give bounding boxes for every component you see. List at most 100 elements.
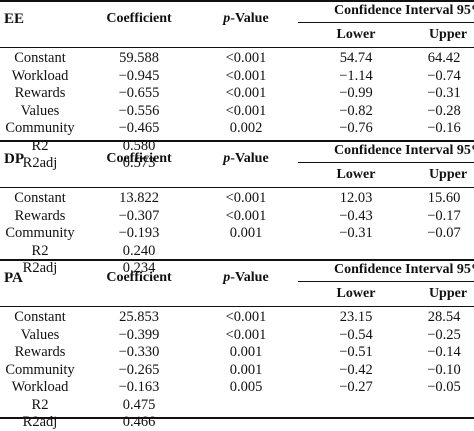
- row-ci-upper: −0.16: [427, 120, 461, 136]
- upper-header: Upper: [428, 167, 468, 182]
- ci-subrule: [298, 22, 474, 23]
- row-ci-lower: −0.99: [339, 85, 373, 101]
- row-name: Community: [5, 361, 75, 378]
- row-ci-upper: −0.31: [427, 85, 461, 101]
- row-name: Community: [5, 120, 75, 136]
- row-name: Workload: [11, 67, 69, 84]
- row-name: Values: [20, 102, 60, 119]
- confidence-interval-header: Confidence Interval 95%: [334, 143, 474, 158]
- lower-header: Lower: [336, 286, 376, 301]
- row-p-value: <0.001: [225, 207, 267, 224]
- row-name: R2adj: [22, 155, 58, 171]
- row-ci-lower: 54.74: [339, 50, 373, 66]
- row-ci-lower: −0.27: [339, 379, 373, 395]
- row-ci-upper: −0.17: [427, 207, 461, 224]
- confidence-interval-header: Confidence Interval 95%: [334, 3, 474, 18]
- row-p-value: 0.001: [229, 344, 263, 360]
- row-ci-upper: −0.28: [427, 102, 461, 119]
- section-top-rule: [0, 0, 474, 2]
- row-ci-upper: −0.05: [427, 379, 461, 395]
- row-p-value: 0.001: [229, 361, 263, 378]
- p-italic: p: [223, 11, 231, 26]
- row-ci-lower: −0.43: [339, 207, 373, 224]
- row-name: Constant: [14, 309, 66, 325]
- coefficient-header: Coefficient: [106, 11, 172, 26]
- section-label: EE: [4, 11, 25, 27]
- p-italic: p: [223, 151, 231, 166]
- row-p-value: 0.005: [229, 379, 263, 395]
- row-ci-upper: −0.10: [427, 361, 461, 378]
- row-coefficient: −0.465: [118, 120, 160, 136]
- row-coefficient: −0.330: [118, 344, 160, 360]
- row-p-value: 0.001: [229, 225, 263, 241]
- row-coefficient: 0.240: [122, 242, 156, 259]
- row-ci-lower: 23.15: [339, 309, 373, 325]
- row-p-value: <0.001: [225, 190, 267, 206]
- row-p-value: <0.001: [225, 102, 267, 119]
- row-name: R2: [31, 242, 49, 259]
- row-name: Values: [20, 326, 60, 343]
- row-ci-lower: −0.54: [339, 326, 373, 343]
- row-name: R2adj: [22, 260, 58, 276]
- header-bottom-rule: [0, 47, 474, 48]
- row-ci-upper: 28.54: [427, 309, 461, 325]
- section-top-rule: [0, 259, 474, 261]
- p-value-suffix: -Value: [230, 11, 269, 26]
- header-bottom-rule: [0, 187, 474, 188]
- coefficient-header: Coefficient: [106, 151, 172, 166]
- row-coefficient: −0.193: [118, 225, 160, 241]
- row-coefficient: 0.475: [122, 396, 156, 413]
- row-ci-lower: −0.42: [339, 361, 373, 378]
- section-top-rule: [0, 140, 474, 142]
- upper-header: Upper: [428, 27, 468, 42]
- p-value-header: p-Value: [223, 269, 268, 287]
- row-ci-upper: 15.60: [427, 190, 461, 206]
- row-ci-upper: −0.14: [427, 344, 461, 360]
- row-ci-upper: 64.42: [427, 50, 461, 66]
- row-name: R2adj: [22, 414, 58, 430]
- row-name: Constant: [14, 190, 66, 206]
- row-p-value: <0.001: [225, 309, 267, 325]
- row-p-value: <0.001: [225, 326, 267, 343]
- row-ci-lower: −0.76: [339, 120, 373, 136]
- p-value-header: p-Value: [223, 150, 268, 168]
- row-ci-lower: −0.31: [339, 225, 373, 241]
- upper-header: Upper: [428, 286, 468, 301]
- row-coefficient: −0.655: [118, 85, 160, 101]
- p-value-suffix: -Value: [230, 270, 269, 285]
- row-name: Rewards: [14, 85, 66, 101]
- row-coefficient: 13.822: [119, 190, 159, 206]
- ci-subrule: [298, 281, 474, 282]
- row-coefficient: −0.945: [118, 67, 160, 84]
- row-ci-upper: −0.74: [427, 67, 461, 84]
- row-coefficient: 0.234: [122, 260, 156, 276]
- coefficient-header: Coefficient: [106, 270, 172, 285]
- row-coefficient: 25.853: [119, 309, 159, 325]
- row-coefficient: −0.556: [118, 102, 160, 119]
- row-ci-upper: −0.07: [427, 225, 461, 241]
- row-p-value: <0.001: [225, 50, 267, 66]
- row-coefficient: −0.399: [118, 326, 160, 343]
- row-coefficient: 59.588: [119, 50, 159, 66]
- row-name: Constant: [14, 50, 66, 66]
- header-bottom-rule: [0, 306, 474, 307]
- section-label: DP: [4, 151, 24, 167]
- section-label: PA: [4, 270, 23, 286]
- row-name: R2: [31, 396, 49, 413]
- row-ci-lower: −0.51: [339, 344, 373, 360]
- lower-header: Lower: [336, 27, 376, 42]
- row-coefficient: 0.573: [122, 155, 156, 171]
- row-p-value: 0.002: [229, 120, 263, 136]
- row-coefficient: 0.466: [122, 414, 156, 430]
- row-p-value: <0.001: [225, 85, 267, 101]
- row-name: Workload: [11, 379, 69, 395]
- row-ci-upper: −0.25: [427, 326, 461, 343]
- row-name: Rewards: [14, 207, 66, 224]
- row-name: Community: [5, 225, 75, 241]
- row-p-value: <0.001: [225, 67, 267, 84]
- row-coefficient: −0.265: [118, 361, 160, 378]
- row-ci-lower: 12.03: [339, 190, 373, 206]
- lower-header: Lower: [336, 167, 376, 182]
- row-ci-lower: −0.82: [339, 102, 373, 119]
- confidence-interval-header: Confidence Interval 95%: [334, 262, 474, 277]
